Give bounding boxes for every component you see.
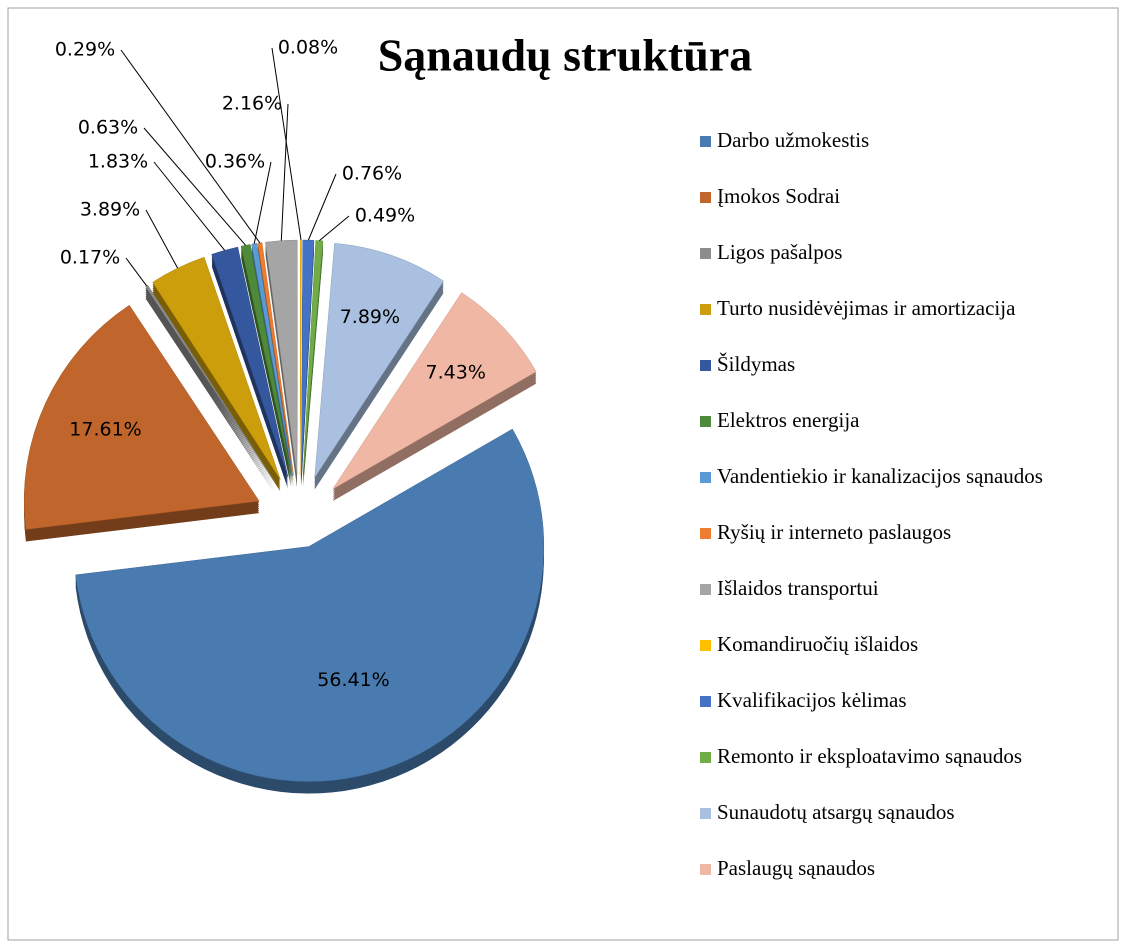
legend-item: Turto nusidėvėjimas ir amortizacija xyxy=(700,296,1077,320)
slice-depth xyxy=(145,297,276,495)
slice-depth xyxy=(145,293,276,491)
slice xyxy=(332,292,537,490)
legend-item: Komandiruočių išlaidos xyxy=(700,632,1077,656)
slice xyxy=(240,244,292,476)
legend-swatch xyxy=(700,192,711,203)
legend-swatch xyxy=(700,752,711,763)
slice xyxy=(302,240,324,476)
legend-swatch xyxy=(700,696,711,707)
slice-depth xyxy=(257,246,294,480)
data-label: 2.16% xyxy=(222,93,282,115)
leader-line xyxy=(125,257,147,287)
slice-depth xyxy=(145,287,276,485)
legend-item: Vandentiekio ir kanalizacijos sąnaudos xyxy=(700,464,1077,488)
slice xyxy=(211,246,289,477)
data-label: 0.49% xyxy=(355,205,415,227)
legend-item: Išlaidos transportui xyxy=(700,576,1077,600)
legend-label: Remonto ir eksploatavimo sąnaudos xyxy=(717,744,1023,768)
leader-line xyxy=(307,173,337,241)
data-label: 0.63% xyxy=(78,117,138,139)
legend-label: Turto nusidėvėjimas ir amortizacija xyxy=(717,296,1016,320)
slice xyxy=(257,242,294,476)
slice xyxy=(75,428,545,782)
data-label: 0.76% xyxy=(342,163,402,185)
slice-depth xyxy=(145,289,276,487)
leader-line xyxy=(280,103,289,241)
slice-depth xyxy=(303,248,323,484)
slice-depth xyxy=(145,291,276,489)
slice-depth xyxy=(251,247,293,480)
legend-label: Sunaudotų atsargų sąnaudos xyxy=(717,800,955,824)
leader-line xyxy=(253,161,272,244)
slice-depth xyxy=(303,250,323,486)
legend-label: Paslaugų sąnaudos xyxy=(717,856,876,880)
legend-swatch xyxy=(700,808,711,819)
leader-line xyxy=(120,49,261,244)
data-label: 7.43% xyxy=(426,361,486,383)
data-label: 0.08% xyxy=(278,37,338,59)
legend-swatch xyxy=(700,864,711,875)
slice xyxy=(265,239,298,476)
slice-depth xyxy=(241,248,292,480)
legend-label: Komandiruočių išlaidos xyxy=(717,632,919,656)
slice-depth xyxy=(145,295,276,493)
legend-swatch xyxy=(700,472,711,483)
legend-item: Paslaugų sąnaudos xyxy=(700,856,1077,880)
legend-item: Sunaudotų atsargų sąnaudos xyxy=(700,800,1077,824)
legend-item: Įmokos Sodrai xyxy=(700,184,1077,208)
legend-item: Darbo užmokestis xyxy=(700,128,1077,152)
legend-item: Elektros energija xyxy=(700,408,1077,432)
data-label: 1.83% xyxy=(88,151,148,173)
leader-line xyxy=(319,215,350,242)
legend-swatch xyxy=(700,360,711,371)
slice-depth xyxy=(303,244,323,480)
data-label: 3.89% xyxy=(80,199,140,221)
legend-item: Šildymas xyxy=(700,352,1077,376)
legend-label: Kvalifikacijos kėlimas xyxy=(717,688,907,712)
leader-line xyxy=(143,127,247,246)
leader-line xyxy=(145,209,179,269)
legend-label: Įmokos Sodrai xyxy=(717,184,841,208)
legend-label: Šildymas xyxy=(717,352,796,376)
legend-swatch xyxy=(700,528,711,539)
slice xyxy=(23,304,260,530)
slice xyxy=(314,243,444,478)
data-label: 0.36% xyxy=(205,151,265,173)
legend-label: Elektros energija xyxy=(717,408,860,432)
data-label: 17.61% xyxy=(69,419,141,441)
legend-swatch xyxy=(700,136,711,147)
legend-item: Ligos pašalpos xyxy=(700,240,1077,264)
legend-swatch xyxy=(700,416,711,427)
leader-line xyxy=(153,161,226,251)
leader-line xyxy=(271,47,302,241)
data-label: 56.41% xyxy=(317,669,389,691)
slice xyxy=(152,256,281,480)
legend-label: Išlaidos transportui xyxy=(717,576,879,600)
slice-depth xyxy=(241,250,292,482)
data-label: 7.89% xyxy=(340,306,400,328)
slice-depth xyxy=(303,252,323,488)
legend-label: Ligos pašalpos xyxy=(717,240,843,264)
legend-label: Darbo užmokestis xyxy=(717,128,870,152)
legend-label: Ryšių ir interneto paslaugos xyxy=(717,520,952,544)
slice xyxy=(301,239,315,476)
slice-depth xyxy=(251,249,293,482)
legend-swatch xyxy=(700,248,711,259)
legend-label: Vandentiekio ir kanalizacijos sąnaudos xyxy=(717,464,1043,488)
legend-item: Ryšių ir interneto paslaugos xyxy=(700,520,1077,544)
legend-item: Kvalifikacijos kėlimas xyxy=(700,688,1077,712)
legend-swatch xyxy=(700,640,711,651)
slice-depth xyxy=(241,254,292,486)
slice-depth xyxy=(303,246,323,482)
chart-title: Sąnaudų struktūra xyxy=(378,30,753,81)
slice-depth xyxy=(241,252,292,484)
data-label: 0.29% xyxy=(55,39,115,61)
slice-depth xyxy=(241,256,292,488)
legend-swatch xyxy=(700,584,711,595)
legend-swatch xyxy=(700,304,711,315)
data-label: 0.17% xyxy=(60,247,120,269)
legend-item: Remonto ir eksploatavimo sąnaudos xyxy=(700,744,1077,768)
